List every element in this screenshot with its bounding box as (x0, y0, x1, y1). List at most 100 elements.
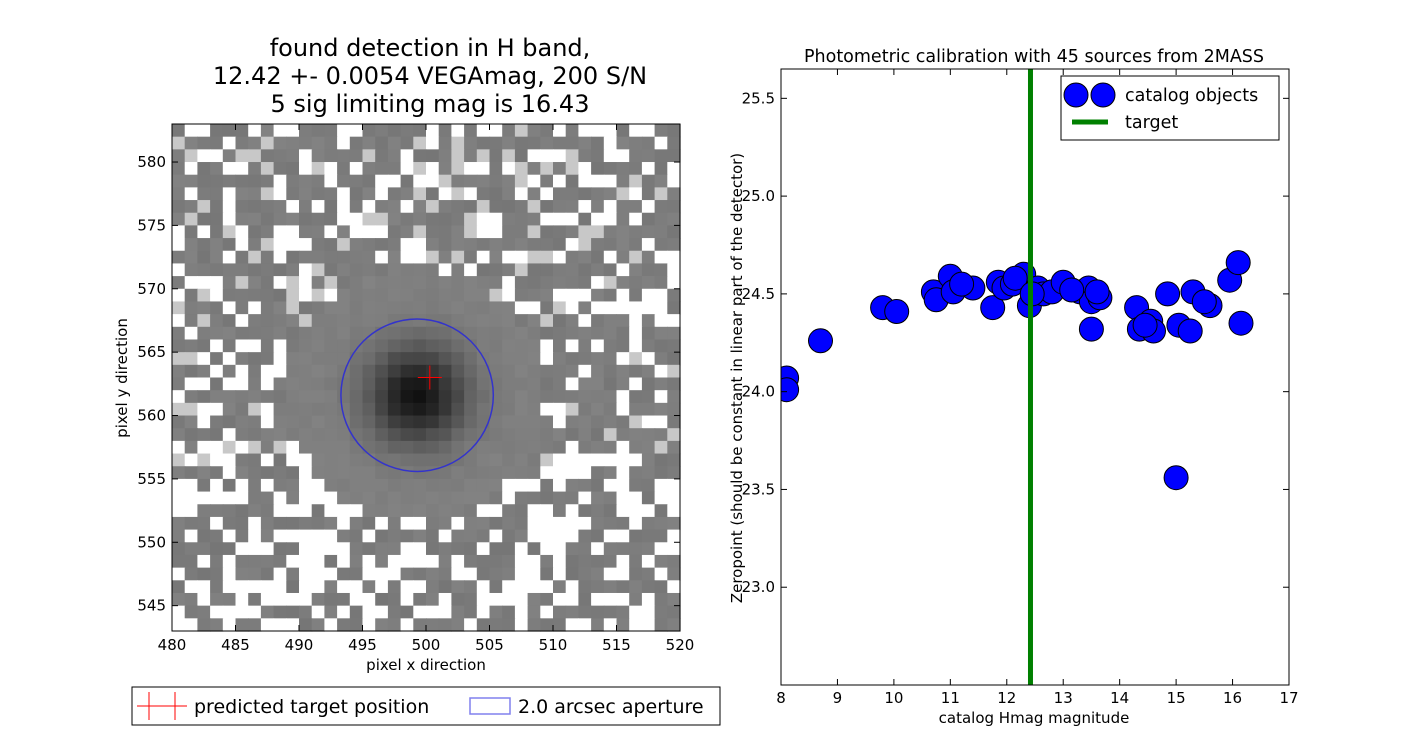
image-pixel (540, 301, 554, 315)
image-pixel (387, 149, 402, 163)
image-pixel (514, 491, 529, 505)
image-pixel (527, 200, 541, 214)
image-pixel (527, 250, 541, 265)
image-pixel (565, 200, 579, 214)
image-pixel (451, 162, 465, 176)
image-pixel (476, 529, 491, 543)
image-pixel (476, 554, 491, 569)
image-pixel (591, 415, 605, 429)
image-pixel (311, 554, 325, 569)
image-pixel (273, 174, 287, 188)
image-pixel (629, 440, 643, 455)
image-pixel (464, 605, 478, 619)
image-pixel (667, 364, 681, 379)
image-pixel (629, 200, 643, 214)
image-pixel (654, 440, 668, 455)
image-pixel (578, 238, 592, 252)
image-pixel (235, 263, 249, 277)
image-pixel (362, 276, 376, 290)
image-pixel (222, 326, 237, 341)
image-pixel (273, 149, 287, 163)
image-pixel (349, 162, 364, 176)
image-pixel (324, 314, 338, 328)
image-pixel (426, 339, 440, 353)
image-pixel (654, 124, 668, 138)
image-pixel (527, 225, 541, 239)
image-pixel (349, 554, 364, 569)
image-pixel (464, 301, 478, 315)
image-pixel (235, 288, 249, 303)
image-pixel (387, 415, 402, 429)
image-pixel (565, 542, 579, 556)
y-tick-label: 575 (137, 216, 166, 234)
image-pixel (451, 301, 465, 315)
image-pixel (375, 542, 389, 556)
image-pixel (349, 301, 364, 315)
image-pixel (349, 352, 364, 366)
image-pixel (362, 542, 376, 556)
image-pixel (349, 605, 364, 619)
image-pixel (616, 466, 630, 480)
image-pixel (311, 301, 325, 315)
image-pixel (260, 314, 275, 328)
image-pixel (565, 314, 579, 328)
image-pixel (502, 364, 516, 379)
image-pixel (565, 124, 579, 138)
image-pixel (413, 618, 427, 632)
image-pixel (349, 466, 364, 480)
image-pixel (400, 200, 414, 214)
image-pixel (184, 377, 198, 391)
image-pixel (172, 124, 186, 138)
image-pixel (616, 554, 630, 569)
image-pixel (273, 592, 287, 607)
image-pixel (184, 124, 198, 138)
image-pixel (578, 124, 592, 138)
image-pixel (375, 326, 389, 341)
image-pixel (667, 124, 681, 138)
image-pixel (641, 314, 656, 328)
image-pixel (413, 136, 427, 150)
x-tick-label: 515 (602, 636, 631, 654)
image-pixel (400, 605, 414, 619)
image-pixel (476, 567, 491, 581)
image-pixel (667, 238, 681, 252)
image-pixel (324, 200, 338, 214)
image-pixel (451, 542, 465, 556)
image-pixel (197, 567, 211, 581)
x-tick-label: 490 (285, 636, 314, 654)
image-pixel (629, 314, 643, 328)
image-pixel (184, 352, 198, 366)
image-pixel (222, 478, 237, 493)
x-tick-label: 15 (1167, 689, 1186, 707)
image-pixel (235, 554, 249, 569)
image-pixel (210, 377, 224, 391)
image-pixel (591, 174, 605, 188)
image-pixel (540, 174, 554, 188)
image-pixel (489, 174, 503, 188)
image-pixel (197, 554, 211, 569)
image-pixel (426, 326, 440, 341)
y-tick-label: 545 (137, 597, 166, 615)
image-pixel (591, 478, 605, 493)
image-pixel (451, 580, 465, 594)
image-pixel (654, 250, 668, 265)
image-pixel (273, 162, 287, 176)
image-pixel (641, 618, 656, 632)
image-pixel (603, 542, 618, 556)
image-pixel (375, 162, 389, 176)
image-pixel (578, 567, 592, 581)
image-pixel (324, 453, 338, 467)
image-pixel (591, 466, 605, 480)
image-pixel (273, 466, 287, 480)
image-pixel (197, 212, 211, 227)
x-tick-label: 495 (348, 636, 377, 654)
image-pixel (362, 187, 376, 201)
image-pixel (387, 288, 402, 303)
image-pixel (464, 212, 478, 227)
image-pixel (222, 212, 237, 227)
image-pixel (210, 491, 224, 505)
image-pixel (553, 276, 567, 290)
image-pixel (387, 200, 402, 214)
image-pixel (578, 263, 592, 277)
image-pixel (375, 428, 389, 442)
